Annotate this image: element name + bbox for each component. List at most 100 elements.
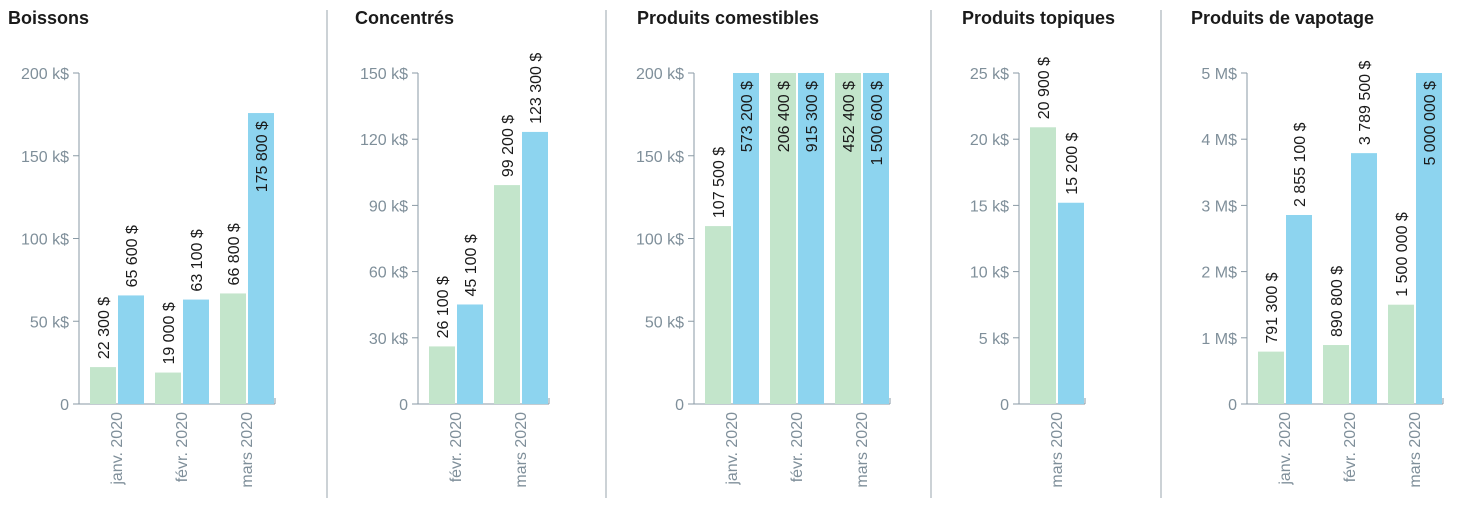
value-label: 63 100 $: [189, 229, 206, 291]
value-label: 2 855 100 $: [1292, 122, 1309, 207]
x-tick-label: mars 2020: [513, 412, 530, 488]
value-label: 26 100 $: [435, 276, 452, 338]
bar: [1416, 73, 1442, 404]
value-label: 3 789 500 $: [1357, 61, 1374, 146]
bar: [798, 73, 824, 404]
value-label: 22 300 $: [96, 297, 113, 359]
y-tick-label: 60 k$: [369, 265, 408, 282]
bar: [522, 131, 548, 404]
bar: [1058, 202, 1084, 404]
bar: [457, 304, 483, 404]
value-label: 107 500 $: [711, 147, 728, 218]
x-tick-label: févr. 2020: [789, 412, 806, 482]
bar: [1286, 214, 1312, 404]
y-tick-label: 90 k$: [369, 198, 408, 215]
bar: [835, 73, 861, 404]
value-label: 452 400 $: [841, 81, 858, 152]
y-tick-label: 5 M$: [1201, 66, 1237, 83]
y-tick-label: 200 k$: [21, 66, 69, 83]
x-tick-label: mars 2020: [1049, 412, 1066, 488]
chart-title: Boissons: [8, 8, 89, 28]
y-tick-label: 25 k$: [970, 66, 1009, 83]
value-label: 5 000 000 $: [1422, 81, 1439, 166]
x-tick-label: janv. 2020: [724, 412, 741, 486]
value-label: 20 900 $: [1036, 57, 1053, 119]
bars: [429, 131, 548, 404]
value-label: 19 000 $: [161, 302, 178, 364]
bar: [90, 367, 116, 404]
bar: [1388, 304, 1414, 404]
chart-title: Concentrés: [355, 8, 454, 28]
value-label: 791 300 $: [1264, 272, 1281, 343]
x-tick-label: mars 2020: [1407, 412, 1424, 488]
value-label: 175 800 $: [254, 121, 271, 192]
y-tick-label: 15 k$: [970, 198, 1009, 215]
y-tick-label: 50 k$: [30, 314, 69, 331]
chart-title: Produits topiques: [962, 8, 1115, 28]
y-tick-label: 200 k$: [636, 66, 684, 83]
bar: [770, 73, 796, 404]
value-label: 45 100 $: [463, 234, 480, 296]
y-tick-label: 5 k$: [979, 331, 1009, 348]
bar: [183, 299, 209, 404]
y-tick-label: 100 k$: [21, 232, 69, 249]
bars: [1258, 73, 1442, 404]
y-tick-label: 30 k$: [369, 331, 408, 348]
bar: [1351, 153, 1377, 404]
y-tick-label: 20 k$: [970, 132, 1009, 149]
bar: [863, 73, 889, 404]
bar: [118, 295, 144, 404]
bar: [1323, 345, 1349, 404]
y-tick-label: 10 k$: [970, 265, 1009, 282]
y-tick-label: 150 k$: [21, 149, 69, 166]
x-tick-label: mars 2020: [239, 412, 256, 488]
x-tick-label: janv. 2020: [109, 412, 126, 486]
x-tick-label: mars 2020: [854, 412, 871, 488]
y-tick-label: 3 M$: [1201, 198, 1237, 215]
y-tick-label: 150 k$: [636, 149, 684, 166]
y-tick-label: 50 k$: [645, 314, 684, 331]
value-label: 65 600 $: [124, 225, 141, 287]
value-label: 66 800 $: [226, 223, 243, 285]
y-tick-label: 0: [1228, 397, 1237, 414]
value-label: 890 800 $: [1329, 266, 1346, 337]
bar: [429, 346, 455, 404]
bar: [220, 293, 246, 404]
y-tick-label: 100 k$: [636, 232, 684, 249]
bar: [248, 113, 274, 404]
bar: [1258, 351, 1284, 404]
y-tick-label: 2 M$: [1201, 265, 1237, 282]
value-label: 573 200 $: [739, 81, 756, 152]
y-tick-label: 0: [60, 397, 69, 414]
y-tick-label: 1 M$: [1201, 331, 1237, 348]
bar: [705, 226, 731, 404]
value-label: 206 400 $: [776, 81, 793, 152]
value-label: 1 500 600 $: [869, 81, 886, 166]
y-tick-label: 4 M$: [1201, 132, 1237, 149]
bars: [1030, 127, 1084, 404]
y-tick-label: 0: [1000, 397, 1009, 414]
value-label: 123 300 $: [528, 53, 545, 124]
value-label: 15 200 $: [1064, 132, 1081, 194]
y-tick-label: 0: [399, 397, 408, 414]
x-tick-label: févr. 2020: [1342, 412, 1359, 482]
x-tick-label: févr. 2020: [448, 412, 465, 482]
y-tick-label: 0: [675, 397, 684, 414]
value-label: 1 500 000 $: [1394, 212, 1411, 297]
bar: [1030, 127, 1056, 404]
bars: [90, 113, 274, 404]
bar: [733, 73, 759, 404]
bar: [155, 372, 181, 404]
y-tick-label: 150 k$: [360, 66, 408, 83]
chart-title: Produits de vapotage: [1191, 8, 1374, 28]
y-tick-label: 120 k$: [360, 132, 408, 149]
value-label: 99 200 $: [500, 115, 517, 177]
bars: [705, 73, 889, 404]
bar: [494, 185, 520, 404]
x-tick-label: janv. 2020: [1277, 412, 1294, 486]
value-label: 915 300 $: [804, 81, 821, 152]
chart-title: Produits comestibles: [637, 8, 819, 28]
x-tick-label: févr. 2020: [174, 412, 191, 482]
